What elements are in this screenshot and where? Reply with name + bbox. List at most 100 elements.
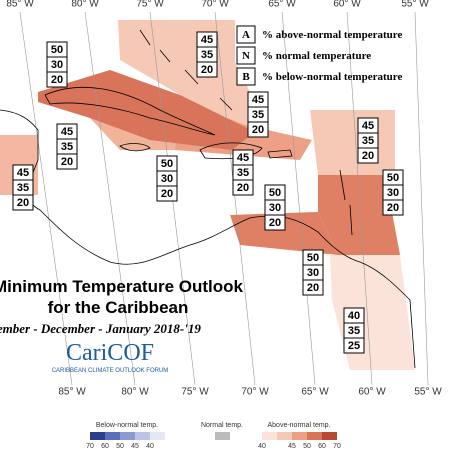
probability-above: 45 — [237, 152, 249, 164]
box-cell — [382, 199, 404, 216]
probability-below: 20 — [387, 202, 399, 214]
region — [230, 212, 338, 255]
colorbar-tick: 40 — [258, 443, 266, 450]
colorbar-swatch — [307, 432, 322, 440]
colorbar-label: Below-normal temp. — [96, 422, 158, 429]
colorbar-swatch — [322, 432, 337, 440]
key-letter: N — [242, 50, 250, 62]
box-cell — [343, 337, 365, 354]
region — [318, 175, 400, 255]
logo-subtitle: CARIBBEAN CLIMATE OUTLOOK FORUM — [52, 368, 169, 374]
meridian — [414, 11, 429, 386]
probability-above: 50 — [387, 172, 399, 184]
colorbar-swatch — [277, 432, 292, 440]
longitude-labels: 85° W 85° W 80° W 80° W 75° W 75° W 70° W 70° W… — [6, 0, 442, 398]
probability-below: 20 — [51, 74, 63, 86]
colorbar-tick: 60 — [101, 443, 109, 450]
colorbar-tick: 50 — [303, 443, 311, 450]
colorbar-tick: 40 — [146, 443, 154, 450]
region — [38, 70, 255, 150]
regions — [0, 20, 415, 370]
box-cell — [156, 185, 178, 202]
title: for the Caribbean — [48, 298, 189, 317]
probability-normal: 30 — [387, 187, 399, 199]
probability-normal: 35 — [237, 167, 249, 179]
key-text: % below-normal temperature — [262, 71, 402, 83]
probability-box: 50 30 20 — [46, 41, 68, 88]
probability-box: 45 35 20 — [56, 123, 78, 170]
probability-below: 20 — [161, 188, 173, 200]
colorbar-label: Above-normal temp. — [267, 422, 330, 429]
probability-box: 50 30 20 — [156, 155, 178, 202]
probability-box: 45 35 20 — [232, 149, 254, 196]
colorbar-swatch — [262, 432, 277, 440]
colorbar-tick: 45 — [131, 443, 139, 450]
probability-normal: 30 — [161, 173, 173, 185]
box-cell — [12, 194, 34, 211]
probability-above: 45 — [201, 34, 213, 46]
probability-above: 50 — [51, 44, 63, 56]
probability-above: 45 — [61, 126, 73, 138]
longitude-label: 80° W — [71, 0, 99, 10]
box-cell — [56, 153, 78, 170]
title: Minimum Temperature Outlook — [0, 277, 244, 296]
probability-box: 45 35 20 — [247, 91, 269, 138]
probability-below: 20 — [61, 156, 73, 168]
logo-name: CariCOF — [66, 340, 154, 366]
probability-normal: 35 — [17, 182, 29, 194]
colorbar-tick: 50 — [116, 443, 124, 450]
probability-normal: 30 — [269, 202, 281, 214]
colorbar-swatch — [105, 432, 120, 440]
key-letter: A — [242, 29, 250, 41]
colorbar-swatch — [292, 432, 307, 440]
probability-above: 45 — [252, 94, 264, 106]
probability-box: 50 30 20 — [264, 184, 286, 231]
probability-below: 20 — [17, 197, 29, 209]
meridian — [19, 11, 73, 386]
key-box — [236, 25, 256, 44]
longitude-label: 75° W — [181, 387, 209, 398]
probability-above: 50 — [269, 187, 281, 199]
probability-normal: 35 — [252, 109, 264, 121]
probability-above: 50 — [161, 158, 173, 170]
key-text: % normal temperature — [262, 50, 371, 62]
probability-below: 20 — [307, 282, 319, 294]
longitude-label: 55° W — [401, 0, 429, 10]
box-cell — [357, 147, 379, 164]
probability-above: 40 — [348, 310, 360, 322]
key-box — [236, 67, 256, 86]
box-cell — [264, 214, 286, 231]
probability-above: 50 — [307, 252, 319, 264]
key-text: % above-normal temperature — [262, 29, 402, 41]
meridian — [346, 11, 373, 386]
colorbar-swatch — [150, 432, 165, 440]
box-cell — [302, 279, 324, 296]
probability-normal: 35 — [362, 135, 374, 147]
colorbar-swatch — [135, 432, 150, 440]
probability-normal: 35 — [348, 325, 360, 337]
probability-below: 25 — [348, 340, 360, 352]
longitude-label: 85° W — [6, 0, 34, 10]
probability-box: 45 35 20 — [357, 117, 379, 164]
probability-below: 20 — [362, 150, 374, 162]
probability-below: 20 — [269, 217, 281, 229]
longitude-label: 60° W — [333, 0, 361, 10]
longitude-label: 60° W — [358, 387, 386, 398]
longitude-label: 55° W — [414, 387, 442, 398]
colorbar-tick: 45 — [288, 443, 296, 450]
colorbar-tick: 60 — [318, 443, 326, 450]
key-box — [236, 46, 256, 65]
colorbar-tick: 70 — [333, 443, 341, 450]
colorbar-swatch — [90, 432, 105, 440]
colorbar: Below-normal temp. Normal temp. Above-norm… — [86, 422, 341, 450]
colorbar-label: Normal temp. — [201, 422, 243, 429]
colorbar-swatch — [215, 432, 230, 440]
probability-below: 20 — [237, 182, 249, 194]
probability-below: 20 — [252, 124, 264, 136]
region — [310, 110, 395, 175]
longitude-label: 75° W — [136, 0, 164, 10]
probability-normal: 35 — [201, 49, 213, 61]
meridian — [214, 11, 256, 386]
probability-box: 50 30 20 — [302, 249, 324, 296]
longitude-label: 65° W — [301, 387, 329, 398]
